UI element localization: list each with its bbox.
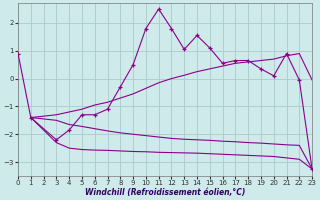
X-axis label: Windchill (Refroidissement éolien,°C): Windchill (Refroidissement éolien,°C) (85, 188, 245, 197)
